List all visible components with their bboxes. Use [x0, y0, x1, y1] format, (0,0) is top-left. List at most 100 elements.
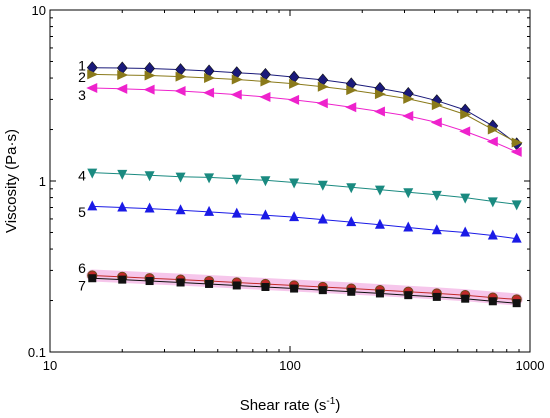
- data-point: [87, 69, 99, 80]
- data-point: [175, 71, 187, 82]
- data-point: [175, 204, 186, 215]
- data-point: [347, 287, 356, 296]
- data-point: [176, 278, 185, 287]
- data-point: [487, 229, 498, 240]
- data-point: [431, 100, 443, 111]
- series-3: [86, 82, 522, 157]
- series-6-band: [86, 269, 523, 306]
- series-label-4: 4: [78, 167, 86, 183]
- series-label-5: 5: [78, 204, 86, 220]
- series-layer: [86, 61, 523, 308]
- series-7-line: [92, 277, 517, 304]
- data-point: [345, 102, 357, 113]
- data-point: [289, 211, 300, 222]
- data-point: [261, 282, 270, 291]
- data-point: [432, 292, 441, 301]
- data-point: [511, 200, 522, 211]
- data-point: [430, 117, 442, 128]
- data-point: [231, 207, 242, 218]
- data-point: [289, 178, 300, 189]
- axis-ticks: 10 100 1000 0.1 1 10: [28, 3, 545, 373]
- data-point: [87, 168, 98, 179]
- data-point: [317, 213, 328, 224]
- data-point: [118, 275, 127, 284]
- data-point: [145, 277, 154, 286]
- data-point: [512, 299, 521, 308]
- data-point: [260, 209, 271, 220]
- data-point: [143, 84, 155, 95]
- data-point: [374, 185, 385, 196]
- data-point: [259, 91, 271, 102]
- y-tick-label: 1: [39, 174, 46, 189]
- data-point: [289, 78, 301, 89]
- data-point: [375, 289, 384, 298]
- data-point: [316, 98, 328, 109]
- x-tick-label: 10: [43, 358, 57, 373]
- data-point: [374, 218, 385, 229]
- data-point: [87, 200, 98, 211]
- data-point: [204, 73, 216, 84]
- y-tick-label: 10: [32, 3, 46, 18]
- data-point: [231, 174, 242, 185]
- data-point: [204, 205, 215, 216]
- data-point: [174, 85, 186, 96]
- data-point: [317, 180, 328, 191]
- x-tick-label: 1000: [516, 358, 545, 373]
- series-7: [88, 274, 521, 308]
- data-point: [144, 70, 156, 81]
- series-label-6: 6: [78, 260, 86, 276]
- data-point: [230, 89, 242, 100]
- data-point: [318, 286, 327, 295]
- data-point: [511, 232, 522, 243]
- data-point: [374, 89, 386, 100]
- series-2-line: [92, 73, 517, 143]
- data-point: [486, 136, 498, 147]
- series-3-line: [92, 87, 517, 153]
- data-point: [346, 85, 358, 96]
- series-4: [87, 168, 522, 211]
- data-point: [346, 216, 357, 227]
- data-point: [510, 146, 522, 157]
- data-point: [288, 94, 300, 105]
- data-point: [117, 69, 129, 80]
- data-point: [431, 190, 442, 201]
- data-point: [205, 279, 214, 288]
- x-tick-label: 100: [279, 358, 301, 373]
- series-label-3: 3: [78, 87, 86, 103]
- data-point: [404, 291, 413, 300]
- data-point: [346, 183, 357, 194]
- series-2: [87, 69, 523, 148]
- series-label-1: 1: [78, 57, 86, 73]
- data-point: [260, 76, 272, 87]
- data-point: [487, 124, 499, 135]
- data-point: [459, 126, 471, 137]
- data-point: [290, 284, 299, 293]
- data-point: [403, 188, 414, 199]
- data-point: [116, 83, 128, 94]
- y-axis-title: Viscosity (Pa·s): [3, 129, 20, 233]
- data-point: [487, 197, 498, 208]
- data-point: [203, 87, 215, 98]
- data-point: [144, 171, 155, 182]
- data-point: [317, 81, 329, 92]
- data-point: [488, 297, 497, 306]
- data-point: [175, 172, 186, 183]
- data-point: [461, 294, 470, 303]
- data-point: [403, 93, 415, 104]
- data-point: [232, 281, 241, 290]
- data-point: [402, 110, 414, 121]
- data-point: [117, 201, 128, 212]
- series-6: [86, 269, 523, 306]
- data-point: [511, 137, 523, 148]
- series-labels: 12 3 4 5 67: [78, 57, 86, 293]
- data-point: [373, 106, 385, 117]
- series-4-line: [92, 172, 517, 205]
- x-axis-title: Shear rate (s-1): [240, 396, 341, 414]
- data-point: [144, 202, 155, 213]
- data-point: [204, 173, 215, 184]
- y-tick-label: 0.1: [28, 345, 46, 360]
- data-point: [460, 109, 472, 120]
- data-point: [460, 193, 471, 204]
- series-5: [87, 200, 522, 243]
